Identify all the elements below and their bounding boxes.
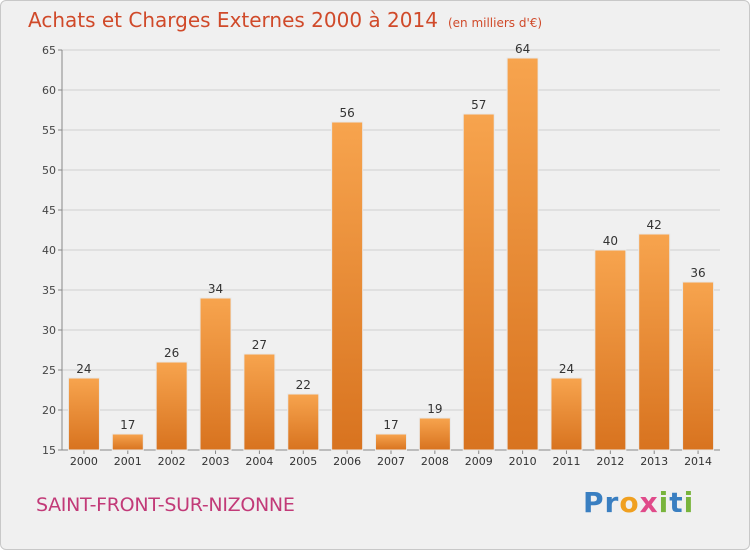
y-tick-label: 55 <box>42 124 56 137</box>
x-tick-label: 2006 <box>333 455 361 468</box>
bar-2014 <box>682 281 715 451</box>
value-label: 40 <box>603 234 618 248</box>
y-tick-label: 60 <box>42 84 56 97</box>
x-tick-label: 2011 <box>552 455 580 468</box>
x-tick-label: 2010 <box>509 455 537 468</box>
x-tick-label: 2009 <box>465 455 493 468</box>
value-label: 56 <box>339 106 354 120</box>
value-label: 34 <box>208 282 223 296</box>
y-tick-label: 40 <box>42 244 56 257</box>
y-tick-label: 15 <box>42 444 56 457</box>
bar-2013 <box>638 233 671 451</box>
logo-letter: r <box>604 486 620 519</box>
x-tick-label: 2004 <box>245 455 273 468</box>
proxiti-logo: Proxiti <box>583 486 694 519</box>
x-tick-label: 2007 <box>377 455 405 468</box>
value-label: 36 <box>690 266 705 280</box>
x-tick-label: 2002 <box>158 455 186 468</box>
x-tick-label: 2001 <box>114 455 142 468</box>
x-tick-label: 2008 <box>421 455 449 468</box>
commune-name: SAINT-FRONT-SUR-NIZONNE <box>36 494 295 516</box>
chart-subtitle: (en milliers d'€) <box>447 16 543 30</box>
bar-2006 <box>331 121 364 451</box>
bar-2012 <box>594 249 627 451</box>
x-tick-label: 2012 <box>596 455 624 468</box>
y-tick-label: 65 <box>42 44 56 57</box>
y-tick-label: 50 <box>42 164 56 177</box>
x-tick-label: 2003 <box>202 455 230 468</box>
y-tick-label: 45 <box>42 204 56 217</box>
logo-letter: o <box>619 486 640 519</box>
x-tick-label: 2005 <box>289 455 317 468</box>
x-tick-label: 2014 <box>684 455 712 468</box>
x-tick-label: 2000 <box>70 455 98 468</box>
bar-2004 <box>243 353 276 451</box>
logo-letter: P <box>583 486 605 519</box>
x-tick-label: 2013 <box>640 455 668 468</box>
y-tick-label: 30 <box>42 324 56 337</box>
y-tick-label: 25 <box>42 364 56 377</box>
title-row: Achats et Charges Externes 2000 à 2014 (… <box>28 8 542 32</box>
value-label: 24 <box>559 362 574 376</box>
value-label: 27 <box>252 338 267 352</box>
value-label: 22 <box>296 378 311 392</box>
logo-letter: t <box>669 486 684 519</box>
value-label: 26 <box>164 346 179 360</box>
value-label: 24 <box>76 362 91 376</box>
logo-letter: i <box>658 486 670 519</box>
bars <box>67 57 715 451</box>
bar-2011 <box>550 377 583 451</box>
bar-2002 <box>155 361 188 451</box>
value-label: 64 <box>515 42 530 56</box>
y-tick-label: 35 <box>42 284 56 297</box>
bar-2003 <box>199 297 232 451</box>
value-labels: 24 17 26 34 27 22 56 17 19 57 64 24 40 42 36 <box>76 42 705 432</box>
chart-title: Achats et Charges Externes 2000 à 2014 <box>28 8 438 32</box>
value-label: 57 <box>471 98 486 112</box>
bar-2007 <box>375 433 407 451</box>
value-label: 17 <box>383 418 398 432</box>
value-label: 17 <box>120 418 135 432</box>
value-label: 19 <box>427 402 442 416</box>
bar-2010 <box>506 57 539 451</box>
y-tick-label: 20 <box>42 404 56 417</box>
tick-labels: 15 20 25 30 35 40 45 50 55 60 65 2000 2001 2002 2003 20… <box>42 44 712 468</box>
value-label: 42 <box>647 218 662 232</box>
bar-2009 <box>462 113 495 451</box>
bar-2008 <box>418 417 451 451</box>
logo-letter: i <box>683 486 695 519</box>
logo-letter: x <box>639 486 659 519</box>
bar-2000 <box>67 377 100 451</box>
bar-2005 <box>287 393 320 451</box>
bar-2001 <box>111 433 144 451</box>
